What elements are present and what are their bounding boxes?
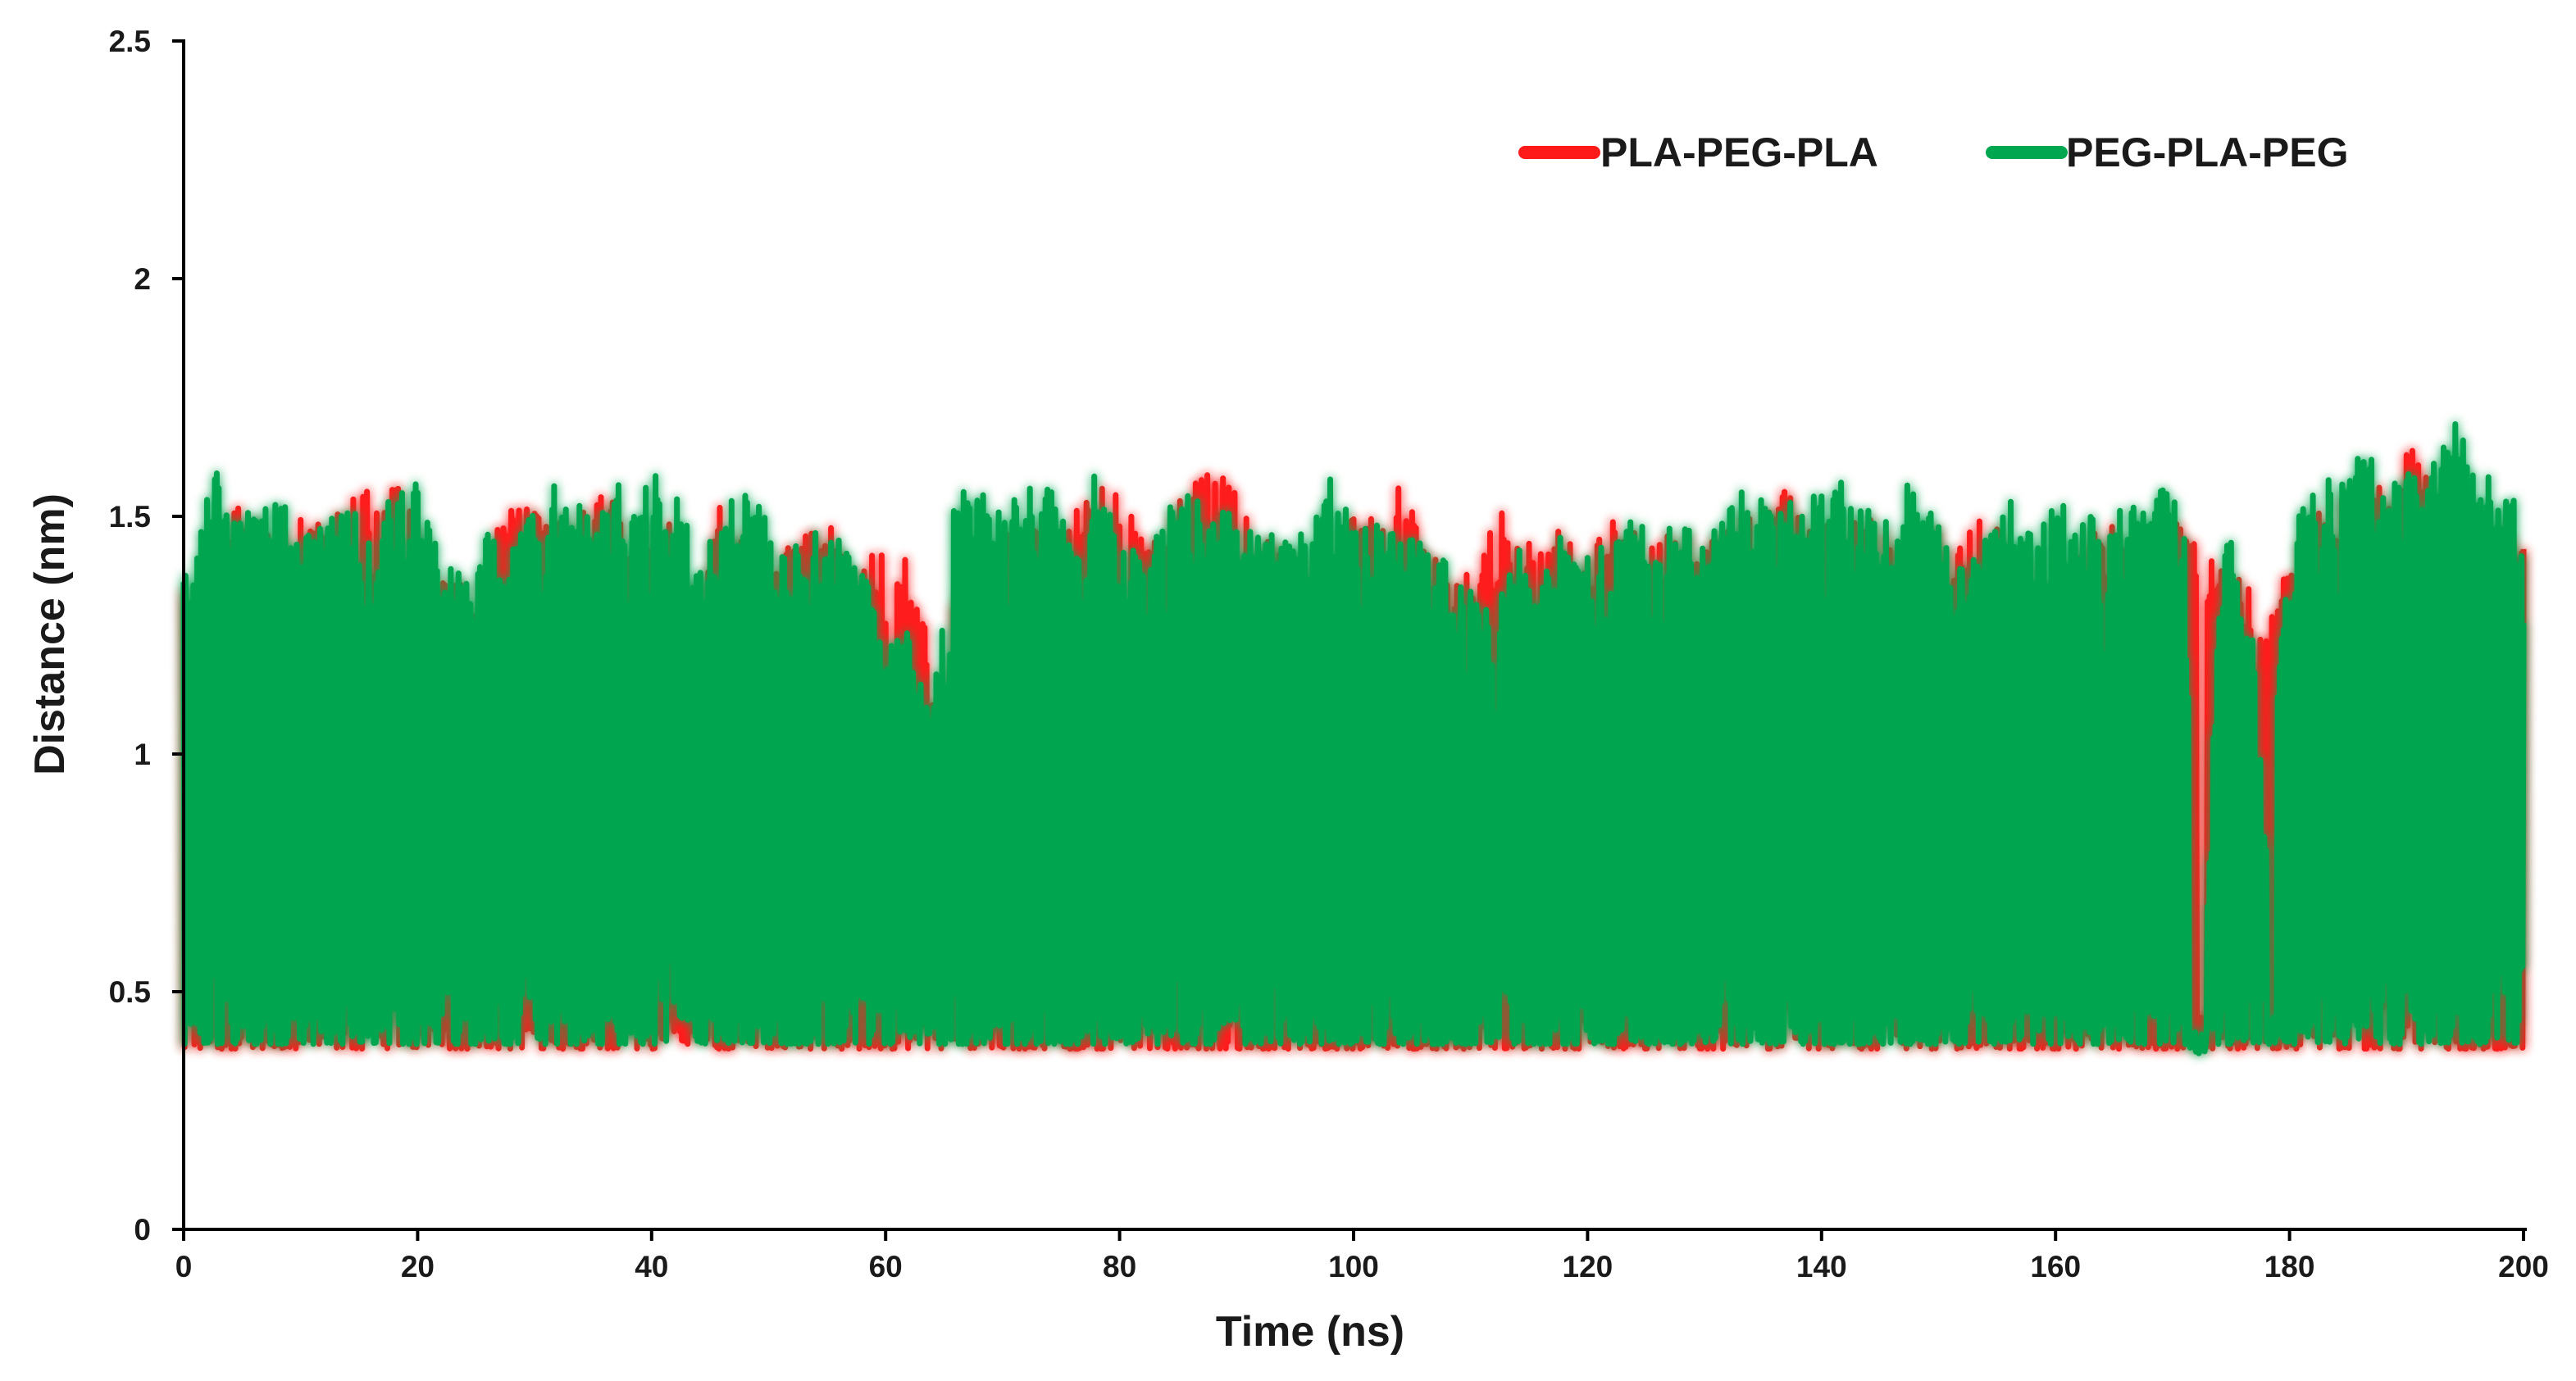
x-tick-label: 140 [1796,1250,1847,1283]
legend-label-pla-peg-pla: PLA-PEG-PLA [1600,129,1878,175]
x-tick-label: 160 [2030,1250,2081,1283]
legend: PLA-PEG-PLA PEG-PLA-PEG [1518,129,2348,175]
x-tick-label: 20 [401,1250,435,1283]
x-tick-label: 0 [175,1250,193,1283]
x-tick-label: 60 [869,1250,903,1283]
legend-entry-pla-peg-pla: PLA-PEG-PLA [1518,129,1878,175]
series-line-peg-pla-peg [180,421,2527,1056]
plot-area [180,421,2527,1056]
legend-entry-peg-pla-peg: PEG-PLA-PEG [1986,129,2348,175]
y-tick-label: 2.5 [109,25,151,58]
y-tick-label: 2 [134,262,151,296]
x-tick-label: 200 [2498,1250,2549,1283]
y-axis-label: Distance (nm) [26,493,74,775]
x-tick-label: 180 [2264,1250,2315,1283]
legend-label-peg-pla-peg: PEG-PLA-PEG [2066,129,2348,175]
tick-group: 0 20 40 60 80 100 120 140 160 180 200 0 0.5 1 1.5 2 2.5 [109,25,2549,1283]
y-tick-label: 0 [134,1213,151,1247]
x-tick-label: 40 [635,1250,668,1283]
x-tick-label: 120 [1563,1250,1613,1283]
y-tick-label: 1 [134,738,151,771]
y-tick-label: 1.5 [109,500,151,534]
x-axis-label: Time (ns) [1216,1308,1404,1356]
x-tick-label: 100 [1328,1250,1379,1283]
x-tick-label: 80 [1103,1250,1136,1283]
y-tick-label: 0.5 [109,975,151,1009]
